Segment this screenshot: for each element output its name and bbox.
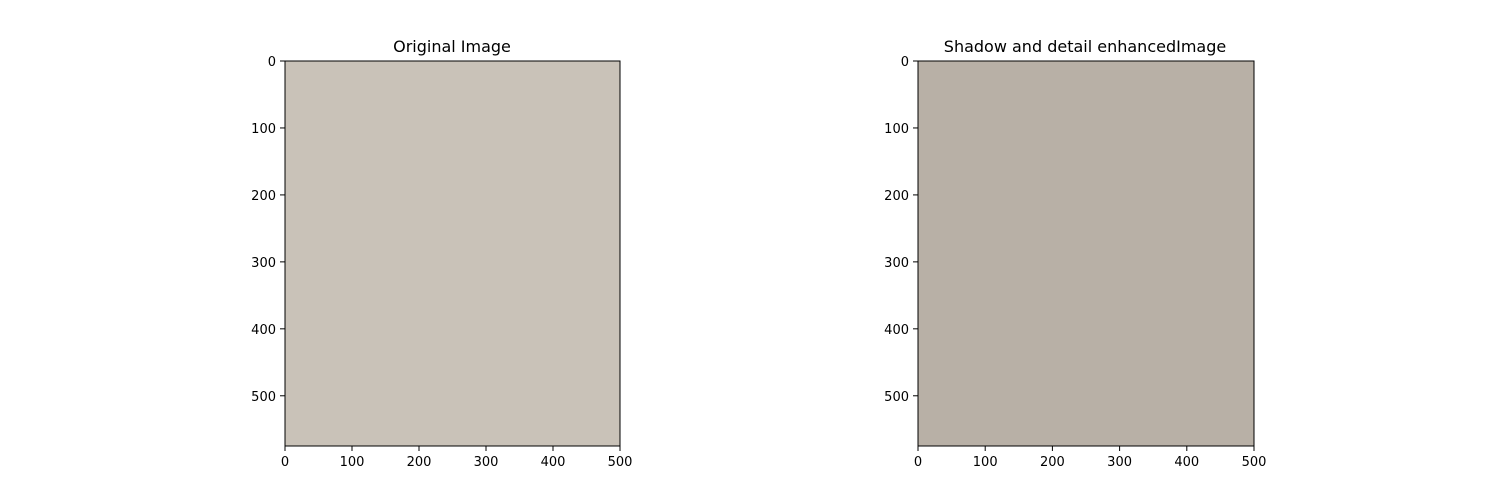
panel-original-xtick-label-200: 200 <box>407 455 432 470</box>
panel-original-ytick-label-100: 100 <box>251 122 276 137</box>
panel-enhanced: Shadow and detail enhancedImage 0 100 200 3… <box>884 37 1266 470</box>
panel-enhanced-ytick-label-400: 400 <box>884 323 909 338</box>
panel-original-xtick-label-500: 500 <box>608 455 633 470</box>
panel-enhanced-xtick-label-200: 200 <box>1040 455 1065 470</box>
panel-original-ytick-label-200: 200 <box>251 189 276 204</box>
panel-enhanced-xtick-label-0: 0 <box>914 455 922 470</box>
panel-enhanced-xtick-label-400: 400 <box>1174 455 1199 470</box>
panel-original-xtick-label-400: 400 <box>541 455 566 470</box>
panel-original-ytick-label-300: 300 <box>251 256 276 271</box>
panel-original-xtick-label-100: 100 <box>340 455 365 470</box>
panel-enhanced-xtick-label-100: 100 <box>973 455 998 470</box>
panel-original-ytick-label-0: 0 <box>268 55 276 70</box>
panel-original-title: Original Image <box>393 37 511 56</box>
panel-original-xtick-label-300: 300 <box>474 455 499 470</box>
panel-enhanced-ytick-label-0: 0 <box>901 55 909 70</box>
panel-enhanced-frame <box>917 60 1255 447</box>
panel-original-xtick-label-0: 0 <box>281 455 289 470</box>
panel-enhanced-xtick-label-500: 500 <box>1242 455 1267 470</box>
panel-enhanced-ytick-label-300: 300 <box>884 256 909 271</box>
panel-original: Original Image 0 100 200 300 400 500 0 100 200 30… <box>251 37 632 470</box>
panel-enhanced-image-placeholder <box>918 61 1254 446</box>
panel-enhanced-title: Shadow and detail enhancedImage <box>944 37 1226 56</box>
panel-original-ytick-label-400: 400 <box>251 323 276 338</box>
panel-enhanced-ytick-label-200: 200 <box>884 189 909 204</box>
panel-original-frame <box>284 60 621 447</box>
panel-original-image-placeholder <box>285 61 620 446</box>
panel-enhanced-ytick-label-100: 100 <box>884 122 909 137</box>
panel-original-ticks: 0 100 200 300 400 500 0 100 200 300 400 500 <box>251 55 632 470</box>
panel-enhanced-ytick-label-500: 500 <box>884 390 909 405</box>
panel-enhanced-ticks: 0 100 200 300 400 500 0 100 200 300 400 500 <box>884 55 1266 470</box>
panel-original-ytick-label-500: 500 <box>251 390 276 405</box>
panel-enhanced-xtick-label-300: 300 <box>1107 455 1132 470</box>
